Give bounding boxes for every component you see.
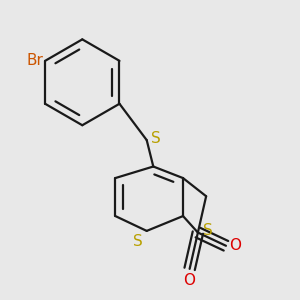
Text: O: O xyxy=(229,238,241,253)
Text: S: S xyxy=(203,224,213,238)
Text: O: O xyxy=(183,273,195,288)
Text: S: S xyxy=(151,131,161,146)
Text: S: S xyxy=(133,234,143,249)
Text: Br: Br xyxy=(27,53,44,68)
